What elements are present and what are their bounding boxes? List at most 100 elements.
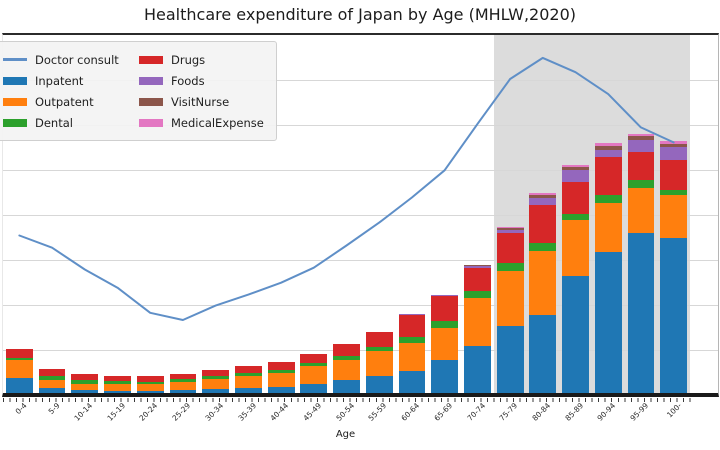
gridline (3, 215, 718, 216)
bar-segment-dental (104, 380, 131, 384)
bar-segment-drugs (5, 349, 33, 359)
bar-segment-outpatent (660, 195, 688, 238)
bar-segment-medicalexpense (496, 227, 524, 229)
bar-slot-30-34 (199, 35, 232, 393)
x-tick-label: 95-99 (628, 401, 651, 423)
bar-segment-drugs (136, 376, 164, 383)
legend-label: Inpatent (35, 73, 84, 88)
bar-group (300, 354, 328, 393)
bar-segment-outpatent (594, 202, 622, 252)
bar-slot-45-49 (297, 35, 330, 393)
bar-segment-drugs (431, 295, 459, 321)
bar-segment-dental (496, 262, 524, 271)
doctor-consult-swatch-icon (3, 58, 27, 61)
bar-group (5, 349, 33, 393)
bar-segment-drugs (365, 331, 393, 347)
bar-segment-dental (38, 376, 66, 381)
bar-segment-outpatent (365, 350, 393, 376)
bar-segment-dental (5, 358, 33, 361)
x-tick-label: 70-74 (464, 401, 487, 423)
gridline (3, 350, 718, 351)
x-tick-label: 90-94 (595, 401, 618, 423)
bar-slot-10-14 (68, 35, 101, 393)
bar-group (234, 365, 262, 393)
bar-slot-55-59 (363, 35, 396, 393)
bar-segment-inpatent (660, 237, 688, 393)
bar-group (71, 374, 99, 393)
x-axis-ticks (3, 398, 691, 402)
bar-segment-drugs (71, 374, 99, 381)
x-tick-label: 10-14 (72, 401, 95, 423)
legend-label: MedicalExpense (171, 115, 264, 130)
chart-title: Healthcare expenditure of Japan by Age (… (144, 5, 576, 24)
bar-segment-drugs (300, 354, 328, 364)
bar-segment-inpatent (300, 384, 328, 393)
bar-group (562, 164, 589, 393)
bar-segment-dental (333, 356, 360, 361)
bar-segment-drugs (398, 314, 426, 337)
bars-container (3, 35, 690, 393)
bar-segment-outpatent (431, 327, 459, 361)
legend-label: Dental (35, 115, 73, 130)
bar-segment-drugs (38, 369, 66, 377)
bar-segment-visitnurse (562, 167, 589, 170)
bar-segment-dental (234, 372, 262, 376)
x-tick-label: 15-19 (105, 401, 127, 423)
bar-group (333, 343, 360, 393)
x-tick-label: 30-34 (203, 401, 226, 423)
bar-group (267, 362, 295, 393)
legend-item-drugs: Drugs (139, 53, 264, 67)
bar-segment-drugs (267, 362, 295, 371)
bar-segment-dental (169, 379, 197, 383)
bar-segment-inpatent (38, 388, 66, 393)
bar-slot-100- (657, 35, 690, 393)
bar-segment-outpatent (464, 297, 491, 346)
bar-segment-dental (267, 370, 295, 373)
x-axis-title: Age (335, 429, 356, 440)
bar-segment-inpatent (169, 390, 197, 393)
bar-segment-dental (365, 346, 393, 351)
bar-segment-drugs (333, 343, 360, 357)
bar-segment-medicalexpense (594, 142, 622, 146)
bar-segment-drugs (594, 157, 622, 196)
bar-segment-dental (202, 376, 230, 380)
gridline (3, 260, 718, 261)
bar-segment-outpatent (104, 383, 131, 391)
gridline (3, 125, 718, 126)
bar-segment-inpatent (398, 370, 426, 393)
bar-slot-90-94 (592, 35, 625, 393)
bar-segment-medicalexpense (627, 134, 655, 137)
outpatent-swatch-icon (3, 97, 27, 106)
bar-segment-inpatent (71, 390, 99, 393)
x-tick-label: 75-79 (497, 401, 520, 423)
bar-group (660, 140, 688, 393)
x-tick-label: 80-84 (530, 401, 553, 423)
bar-slot-35-39 (232, 35, 265, 393)
x-tick-label: 55-59 (366, 401, 389, 423)
bar-segment-inpatent (136, 390, 164, 393)
bar-segment-inpatent (202, 389, 230, 393)
bar-segment-drugs (234, 365, 262, 373)
bar-segment-inpatent (431, 360, 459, 393)
gridline (3, 305, 718, 306)
bar-segment-foods (431, 294, 459, 296)
bar-slot-75-79 (494, 35, 527, 393)
bar-segment-visitnurse (660, 143, 688, 148)
legend: Doctor consult Inpatent Outpatent Dental Dru… (0, 41, 277, 141)
bar-segment-drugs (464, 268, 491, 291)
bar-slot-95-99 (625, 35, 658, 393)
bar-segment-drugs (169, 374, 197, 380)
bar-group (104, 375, 131, 393)
bar-slot-80-84 (527, 35, 560, 393)
bar-segment-dental (529, 243, 557, 251)
bar-segment-dental (562, 214, 589, 221)
bar-segment-outpatent (562, 220, 589, 276)
bar-segment-inpatent (267, 386, 295, 393)
bar-segment-outpatent (136, 384, 164, 391)
bar-segment-outpatent (398, 342, 426, 371)
bar-slot-40-44 (265, 35, 298, 393)
bar-group (365, 331, 393, 393)
bar-segment-dental (431, 320, 459, 328)
bar-segment-visitnurse (464, 264, 491, 266)
bar-segment-inpatent (365, 375, 393, 393)
